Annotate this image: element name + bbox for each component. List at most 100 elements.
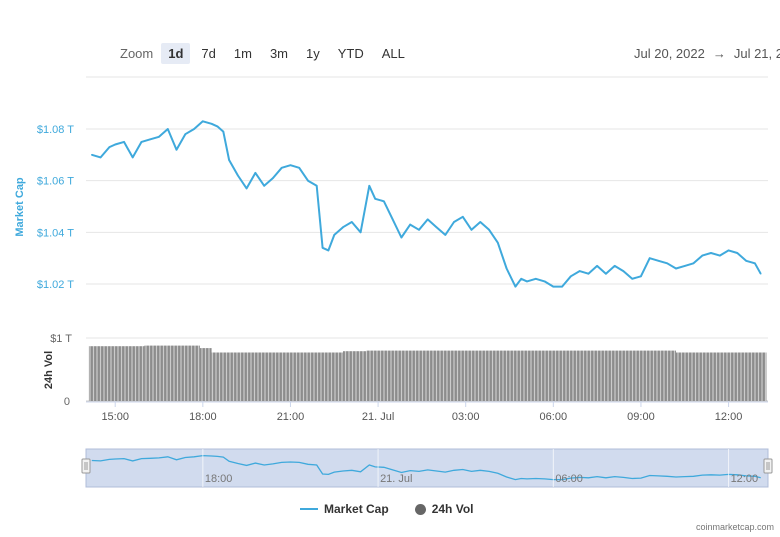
market-cap-point xyxy=(216,125,219,128)
market-cap-point xyxy=(727,249,730,252)
market-cap-point xyxy=(298,167,301,169)
navigator-tick-label-1: 21. Jul xyxy=(380,473,412,485)
market-cap-point xyxy=(719,254,721,257)
market-cap-point xyxy=(351,221,353,223)
market-cap-point xyxy=(91,154,93,156)
market-cap-point xyxy=(272,177,274,179)
market-cap-point xyxy=(245,187,248,190)
market-cap-point xyxy=(383,200,385,203)
market-cap-point xyxy=(108,146,111,148)
legend-24h-vol[interactable]: 24h Vol xyxy=(414,502,474,516)
market-cap-point xyxy=(479,221,482,223)
market-cap-point xyxy=(648,257,651,260)
zoom-label: Zoom xyxy=(120,46,154,61)
market-cap-point xyxy=(400,236,403,239)
market-cap-point xyxy=(561,285,563,288)
market-cap-point xyxy=(263,185,266,187)
legend: Market Cap 24h Vol xyxy=(300,502,473,516)
market-cap-point xyxy=(359,231,362,234)
market-cap-point xyxy=(622,270,625,272)
market-cap-point xyxy=(435,226,438,228)
market-cap-point xyxy=(114,143,116,146)
y-tick-label-1: $1.06 T xyxy=(37,176,74,188)
market-cap-point xyxy=(497,241,499,244)
market-cap-point xyxy=(462,216,464,218)
market-cap-point xyxy=(184,133,187,135)
market-cap-point xyxy=(605,272,607,275)
legend-market-cap-label: Market Cap xyxy=(324,502,389,516)
credit-link[interactable]: coinmarketcap.com xyxy=(695,522,774,532)
market-cap-point xyxy=(280,167,283,169)
market-cap-point xyxy=(520,278,522,280)
market-cap-point xyxy=(526,280,528,283)
market-cap-point xyxy=(453,221,455,223)
y-tick-label-0: $1.08 T xyxy=(37,124,74,136)
market-cap-point xyxy=(552,285,555,288)
vol-bar-separators xyxy=(89,344,767,401)
navigator-selection xyxy=(85,448,769,488)
market-cap-point xyxy=(175,148,178,151)
market-cap-point xyxy=(426,218,429,221)
range-from[interactable]: Jul 20, 2022 xyxy=(634,46,705,61)
range-arrow-icon: → xyxy=(712,46,726,61)
market-cap-point xyxy=(543,280,546,283)
market-cap-point xyxy=(736,252,739,254)
market-cap-point xyxy=(613,265,616,267)
legend-market-cap[interactable]: Market Cap xyxy=(300,502,389,516)
x-tick-label-1: 18:00 xyxy=(189,411,217,423)
x-tick-label-7: 12:00 xyxy=(715,411,743,423)
market-cap-point xyxy=(657,260,660,262)
range-to[interactable]: Jul 21, 2 xyxy=(733,46,780,61)
market-cap-point xyxy=(123,141,125,143)
vol-axis-title: 24h Vol xyxy=(43,351,55,389)
zoom-all-button[interactable]: ALL xyxy=(381,46,405,61)
x-tick-label-2: 21:00 xyxy=(277,411,305,423)
market-cap-point xyxy=(684,265,686,267)
date-range[interactable]: Jul 20, 2022 → Jul 21, 2 xyxy=(634,46,780,61)
market-cap-point xyxy=(578,270,581,272)
market-cap-point xyxy=(666,262,668,265)
market-cap-point xyxy=(631,278,633,280)
navigator-right-handle[interactable] xyxy=(763,458,773,474)
market-cap-point xyxy=(587,272,590,275)
navigator-tick-label-0: 18:00 xyxy=(205,473,233,485)
market-cap-point xyxy=(228,159,230,161)
navigator-series-line xyxy=(91,454,761,481)
market-cap-point xyxy=(140,141,143,143)
market-cap-point xyxy=(327,249,330,252)
market-cap-point xyxy=(745,260,747,262)
zoom-1y-button[interactable]: 1y xyxy=(306,46,320,61)
zoom-3m-button[interactable]: 3m xyxy=(269,46,288,61)
market-cap-point xyxy=(131,156,134,159)
market-cap-point xyxy=(535,278,537,280)
zoom-ytd-button[interactable]: YTD xyxy=(337,46,364,61)
market-cap-point xyxy=(210,123,213,125)
market-cap-point xyxy=(710,252,712,254)
vol-bar-segment-7 xyxy=(676,352,767,401)
x-tick-label-4: 03:00 xyxy=(452,411,480,423)
legend-vol-label: 24h Vol xyxy=(431,502,474,516)
market-cap-point xyxy=(701,254,704,257)
vol-bar-segment-1 xyxy=(144,345,200,401)
zoom-7d-button[interactable]: 7d xyxy=(201,46,216,61)
market-cap-point xyxy=(307,179,309,182)
zoom-1m-button[interactable]: 1m xyxy=(233,46,252,61)
market-cap-point xyxy=(409,223,412,226)
vol-tick-label-top: $1 T xyxy=(50,333,72,345)
market-cap-point xyxy=(202,120,204,123)
y-tick-label-3: $1.02 T xyxy=(37,279,74,291)
market-cap-point xyxy=(237,174,239,177)
market-cap-point xyxy=(488,229,490,231)
x-tick-label-6: 09:00 xyxy=(627,411,655,423)
market-cap-point xyxy=(167,128,169,130)
navigator-left-handle[interactable] xyxy=(81,458,91,474)
market-cap-point xyxy=(596,265,598,267)
zoom-1d-button[interactable]: 1d xyxy=(161,43,191,64)
x-tick-label-3: 21. Jul xyxy=(362,411,394,423)
navigator-tick-label-3: 12:00 xyxy=(731,473,759,485)
market-cap-point xyxy=(470,229,473,231)
market-cap-point xyxy=(368,185,371,187)
market-cap-point xyxy=(149,138,152,141)
market-cap-point xyxy=(333,234,336,236)
